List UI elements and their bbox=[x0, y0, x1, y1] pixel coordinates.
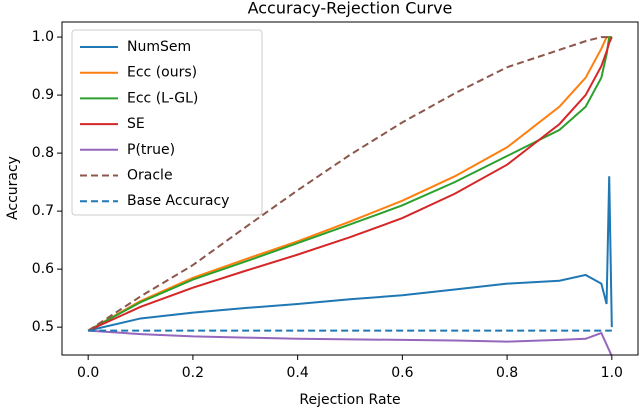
x-tick-label: 0.6 bbox=[391, 365, 413, 381]
y-tick-label: 0.9 bbox=[32, 87, 54, 103]
y-tick-label: 0.5 bbox=[32, 319, 54, 335]
legend-label: Ecc (ours) bbox=[127, 65, 197, 81]
x-tick-label: 0.8 bbox=[496, 365, 518, 381]
chart-title: Accuracy-Rejection Curve bbox=[248, 0, 453, 18]
series-line bbox=[87, 36, 613, 332]
y-tick-label: 0.7 bbox=[32, 203, 54, 219]
y-tick-label: 0.8 bbox=[32, 145, 54, 161]
y-tick-label: 1.0 bbox=[32, 29, 54, 45]
x-tick-label: 0.4 bbox=[287, 365, 309, 381]
legend-label: Base Accuracy bbox=[127, 193, 229, 209]
x-axis-label: Rejection Rate bbox=[299, 392, 400, 408]
legend-label: NumSem bbox=[127, 39, 191, 55]
legend-label: P(true) bbox=[127, 142, 175, 158]
legend-box bbox=[71, 29, 263, 216]
legend-label: Oracle bbox=[127, 168, 173, 184]
x-tick-label: 0.0 bbox=[77, 365, 99, 381]
y-tick-label: 0.6 bbox=[32, 261, 54, 277]
legend-label: SE bbox=[127, 116, 145, 132]
x-tick-label: 1.0 bbox=[601, 365, 623, 381]
legend-label: Ecc (L-GL) bbox=[127, 90, 198, 106]
series-line bbox=[87, 176, 613, 332]
plot-frame bbox=[61, 21, 639, 356]
series-line bbox=[87, 36, 612, 332]
series-line bbox=[87, 36, 612, 332]
x-tick-label: 0.2 bbox=[182, 365, 204, 381]
series-line bbox=[87, 36, 612, 332]
y-axis-label: Accuracy bbox=[5, 156, 21, 220]
series-line bbox=[88, 329, 613, 357]
